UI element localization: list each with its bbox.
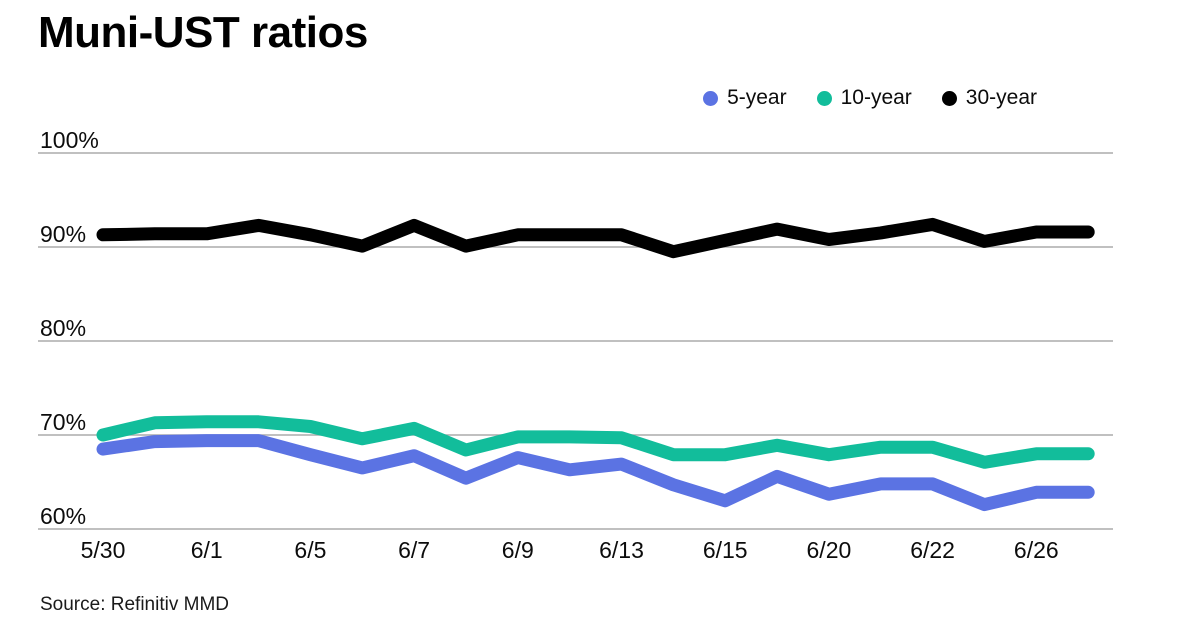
x-axis-tick-label: 6/5 [294,537,326,563]
legend-label-10-year: 10-year [840,86,912,109]
legend-dot-5-year-icon [703,90,719,106]
legend-item-10-year: 10-year [816,86,912,110]
x-axis-tick-label: 6/7 [398,537,430,563]
legend: 5-year 10-year 30-year [703,86,1037,110]
x-axis-tick-label: 6/26 [1014,537,1059,563]
legend-dot-30-year-icon [941,90,957,106]
legend-label-5-year: 5-year [727,86,787,109]
x-axis-tick-label: 5/30 [81,537,126,563]
y-axis-tick-label: 100% [40,127,99,153]
legend-item-30-year: 30-year [941,86,1037,110]
legend-dot-10-year-icon [816,90,832,106]
legend-item-5-year: 5-year [703,86,787,110]
y-axis-tick-label: 90% [40,221,86,247]
y-axis-tick-label: 80% [40,315,86,341]
series-line-30-year [96,217,1095,259]
series-line-10-year [96,415,1095,469]
y-axis-tick-label: 60% [40,503,86,529]
x-axis-tick-label: 6/9 [502,537,534,563]
x-axis-tick-label: 6/20 [807,537,852,563]
source-note: Source: Refinitiv MMD [40,594,229,615]
x-axis-tick-label: 6/1 [191,537,223,563]
legend-label-30-year: 30-year [965,86,1037,109]
chart-title: Muni-UST ratios [38,8,368,57]
series-line-5-year [96,434,1095,512]
x-axis-tick-label: 6/15 [703,537,748,563]
x-axis-tick-label: 6/22 [910,537,955,563]
x-axis-tick-label: 6/13 [599,537,644,563]
y-axis-tick-label: 70% [40,409,86,435]
